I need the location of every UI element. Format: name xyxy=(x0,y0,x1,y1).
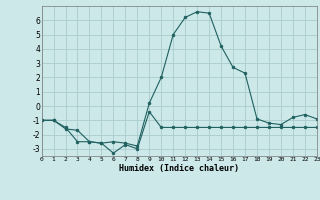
X-axis label: Humidex (Indice chaleur): Humidex (Indice chaleur) xyxy=(119,164,239,173)
